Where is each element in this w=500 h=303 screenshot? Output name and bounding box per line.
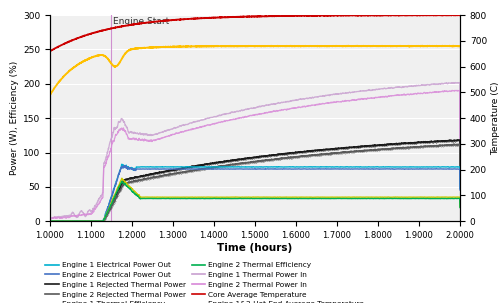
- Y-axis label: Temperature (C): Temperature (C): [491, 82, 500, 155]
- Text: Engine Start: Engine Start: [113, 17, 170, 25]
- Y-axis label: Power (W), Efficiency (%): Power (W), Efficiency (%): [10, 61, 19, 175]
- Legend: Engine 1 Electrical Power Out, Engine 2 Electrical Power Out, Engine 1 Rejected : Engine 1 Electrical Power Out, Engine 2 …: [46, 262, 364, 303]
- X-axis label: Time (hours): Time (hours): [218, 243, 292, 253]
